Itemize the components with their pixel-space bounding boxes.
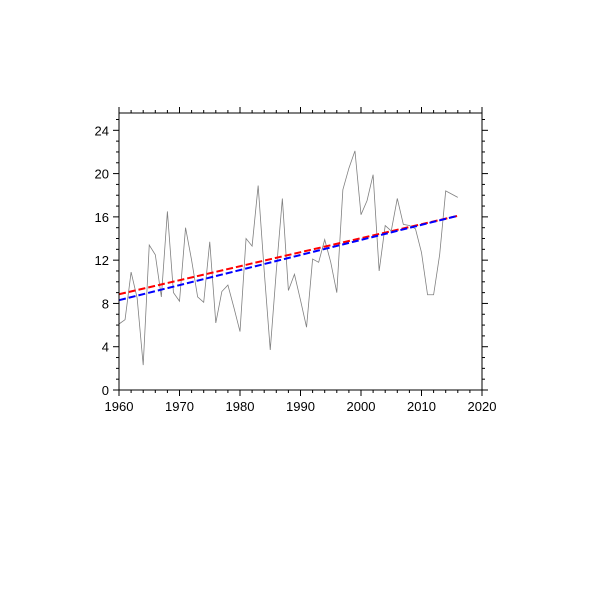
tick-labels: 1960 1970 1980 1990 2000 2010 2020 0 4 8 12 16 20 24 bbox=[95, 123, 497, 414]
x-tick-label: 2020 bbox=[468, 399, 497, 414]
x-tick-label: 1980 bbox=[226, 399, 255, 414]
x-tick-label: 1960 bbox=[105, 399, 134, 414]
y-tick-label: 8 bbox=[102, 296, 109, 311]
x-tick-label: 1970 bbox=[165, 399, 194, 414]
trend-line-red bbox=[118, 214, 459, 296]
x-tick-label: 2000 bbox=[347, 399, 376, 414]
x-tick-label: 2010 bbox=[407, 399, 436, 414]
axis-ticks bbox=[113, 107, 488, 396]
y-tick-label: 12 bbox=[95, 253, 109, 268]
y-tick-label: 4 bbox=[102, 340, 109, 355]
y-tick-label: 24 bbox=[95, 123, 109, 138]
series-layer bbox=[118, 150, 459, 366]
x-tick-label: 1990 bbox=[286, 399, 315, 414]
y-tick-label: 16 bbox=[95, 210, 109, 225]
trend-line-blue bbox=[118, 214, 459, 302]
plot-frame bbox=[118, 112, 483, 391]
data-line bbox=[118, 150, 458, 366]
y-tick-label: 0 bbox=[102, 383, 109, 398]
y-tick-label: 20 bbox=[95, 167, 109, 182]
